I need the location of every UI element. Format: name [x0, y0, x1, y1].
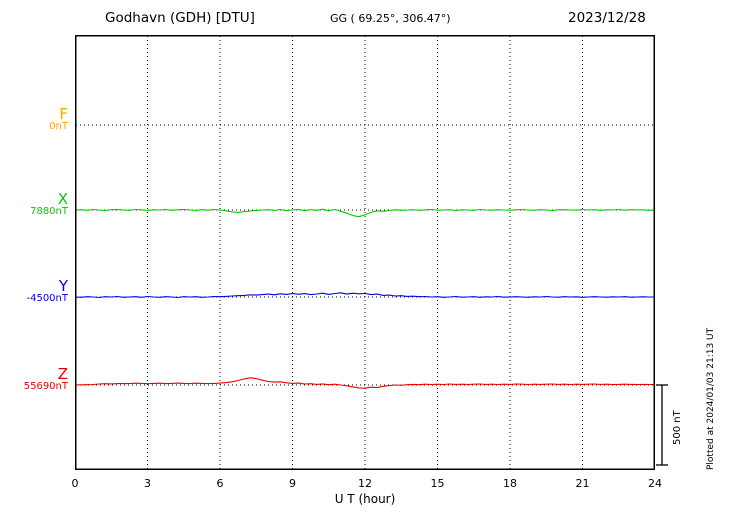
component-label-y: Y -4500nT: [10, 279, 68, 304]
x-tick-label: 15: [430, 477, 445, 490]
component-label-x: X 7880nT: [10, 192, 68, 217]
x-tick-label: 9: [289, 477, 296, 490]
component-baseline-x: 7880nT: [30, 206, 68, 217]
component-letter-z: Z: [57, 365, 68, 383]
component-letter-x: X: [57, 190, 68, 208]
plot-area: [74, 35, 656, 470]
component-baseline-z: 55690nT: [23, 381, 68, 392]
x-axis-title: U T (hour): [334, 492, 396, 506]
plot-date: 2023/12/28: [568, 10, 646, 26]
x-tick-label: 3: [144, 477, 151, 490]
component-label-z: Z 55690nT: [10, 367, 68, 392]
component-letter-f: F: [59, 105, 68, 123]
scale-bar-label: 500 nT: [672, 410, 683, 445]
component-baseline-y: -4500nT: [26, 293, 68, 304]
magnetogram-traces: [74, 35, 656, 470]
component-letter-y: Y: [58, 277, 68, 295]
component-label-f: F 0nT: [10, 107, 68, 132]
x-tick-label: 18: [503, 477, 517, 490]
x-tick-label: 6: [216, 477, 224, 490]
plotted-at-timestamp: Plotted at 2024/01/03 21:13 UT: [706, 327, 716, 470]
geographic-coordinates: GG ( 69.25°, 306.47°): [330, 12, 451, 25]
x-tick-label: 21: [575, 477, 590, 490]
x-tick-label: 24: [648, 477, 662, 490]
x-tick-label: 12: [358, 477, 372, 490]
scale-bar: [656, 384, 668, 466]
x-tick-label: 0: [71, 477, 79, 490]
station-title: Godhavn (GDH) [DTU]: [105, 10, 255, 26]
component-baseline-f: 0nT: [49, 121, 68, 132]
x-axis-tick-labels: 0 3 6 9 12 15 18 21 24: [71, 477, 663, 491]
